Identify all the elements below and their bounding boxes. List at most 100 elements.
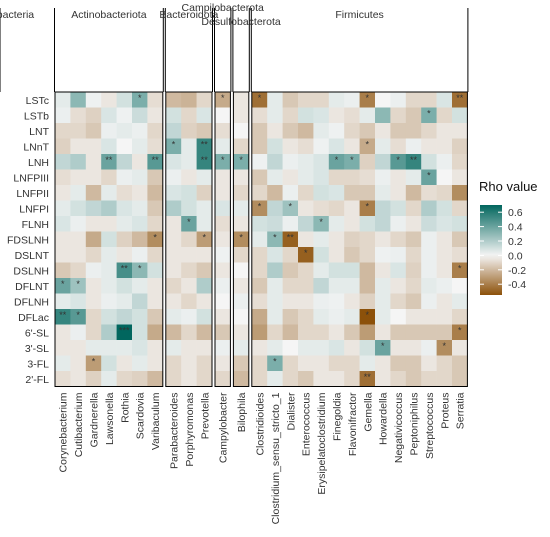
significance-mark: * xyxy=(304,248,308,258)
heatmap-cell xyxy=(165,138,182,155)
column-label: Prevotella xyxy=(199,392,211,439)
heatmap-cell xyxy=(313,324,330,341)
row-label: LNFPI xyxy=(19,203,49,215)
heatmap-cell xyxy=(196,355,213,372)
heatmap-cell xyxy=(328,262,345,279)
heatmap-cell xyxy=(251,340,268,356)
heatmap-cell xyxy=(328,247,345,263)
column-label: Scardovia xyxy=(135,392,147,439)
heatmap-cell xyxy=(215,293,231,310)
heatmap-cell xyxy=(55,107,71,124)
heatmap-cell xyxy=(116,293,133,310)
heatmap-cell xyxy=(233,371,250,387)
heatmap-cell xyxy=(233,216,250,232)
heatmap-cell xyxy=(313,107,330,124)
heatmap-cell xyxy=(70,154,87,170)
heatmap-cell xyxy=(267,107,283,124)
heatmap-cell xyxy=(55,309,71,325)
row-label: DFLNH xyxy=(14,296,49,308)
heatmap-cell xyxy=(132,185,148,201)
row-label: 3-FL xyxy=(27,358,49,370)
row-label: DSLNH xyxy=(13,265,49,277)
heatmap-cell xyxy=(181,185,197,201)
heatmap-cell xyxy=(181,278,197,294)
column-label: Dialister xyxy=(285,392,297,430)
significance-mark: * xyxy=(396,155,400,165)
heatmap-cell xyxy=(359,371,376,387)
column-label: Varibaculum xyxy=(150,392,162,450)
heatmap-cell xyxy=(421,371,437,387)
heatmap-cell xyxy=(298,231,314,248)
heatmap-cell xyxy=(344,340,360,356)
group-frame xyxy=(54,91,164,387)
heatmap-cell xyxy=(405,293,422,310)
heatmap-cell xyxy=(55,355,71,372)
row-label: LSTb xyxy=(24,110,49,122)
heatmap-cell xyxy=(132,216,148,232)
heatmap-cell xyxy=(282,247,299,263)
heatmap-cell xyxy=(298,355,314,372)
heatmap-cell xyxy=(390,324,407,341)
heatmap-cell xyxy=(215,262,231,279)
heatmap-cell xyxy=(282,293,299,310)
heatmap-cell xyxy=(147,278,164,294)
heatmap-cell xyxy=(85,92,102,108)
column-label: Corynebacterium xyxy=(58,392,70,472)
heatmap-cell xyxy=(282,154,299,170)
heatmap-cell xyxy=(267,216,283,232)
heatmap-cell xyxy=(282,169,299,186)
legend-title: Rho value xyxy=(479,179,538,194)
legend-tick-label: 0.0 xyxy=(508,250,523,262)
heatmap-cell xyxy=(359,185,376,201)
heatmap-cell xyxy=(405,247,422,263)
heatmap-cell xyxy=(196,216,213,232)
heatmap-cell xyxy=(298,92,314,108)
heatmap-cell xyxy=(359,169,376,186)
heatmap-cell xyxy=(196,371,213,387)
heatmap-cell xyxy=(251,107,268,124)
heatmap-cell xyxy=(359,231,376,248)
significance-mark: * xyxy=(273,232,277,242)
heatmap-cell xyxy=(132,169,148,186)
heatmap-cell xyxy=(452,247,468,263)
heatmap-cell xyxy=(215,309,231,325)
heatmap-cell xyxy=(101,355,117,372)
heatmap-cell xyxy=(421,107,437,124)
significance-mark: ** xyxy=(287,232,295,242)
column-label: Lawsonella xyxy=(104,392,116,445)
heatmap-cell xyxy=(116,185,133,201)
significance-mark: * xyxy=(366,201,370,211)
heatmap-cell xyxy=(70,324,87,341)
significance-mark: * xyxy=(350,155,354,165)
heatmap-cell xyxy=(452,216,468,232)
heatmap-cell xyxy=(85,231,102,248)
heatmap-cell xyxy=(344,138,360,155)
heatmap-cell xyxy=(375,262,391,279)
heatmap-cell xyxy=(55,185,71,201)
heatmap-cell xyxy=(165,185,182,201)
heatmap-cell xyxy=(251,92,268,108)
heatmap-cell xyxy=(298,340,314,356)
heatmap-cell xyxy=(359,138,376,155)
heatmap-cell xyxy=(405,340,422,356)
heatmap-cell xyxy=(267,371,283,387)
heatmap-cell xyxy=(313,340,330,356)
heatmap-cell xyxy=(181,107,197,124)
heatmap-cell xyxy=(405,169,422,186)
heatmap-cell xyxy=(116,309,133,325)
heatmap-cell xyxy=(85,340,102,356)
heatmap-cell xyxy=(101,169,117,186)
heatmap-cell xyxy=(251,216,268,232)
column-labels: Corynebacterium Cutibacterium Gardnerella L… xyxy=(58,392,467,524)
heatmap-cell xyxy=(452,138,468,155)
heatmap-cell xyxy=(101,231,117,248)
column-label: Proteus xyxy=(439,393,451,429)
significance-mark: * xyxy=(76,279,80,289)
heatmap-cell xyxy=(359,107,376,124)
heatmap-cell xyxy=(70,262,87,279)
heatmap-cell xyxy=(251,138,268,155)
heatmap-cell xyxy=(85,185,102,201)
heatmap-cell xyxy=(313,154,330,170)
legend-tick-label: -0.4 xyxy=(508,279,526,291)
heatmap-cell xyxy=(344,309,360,325)
